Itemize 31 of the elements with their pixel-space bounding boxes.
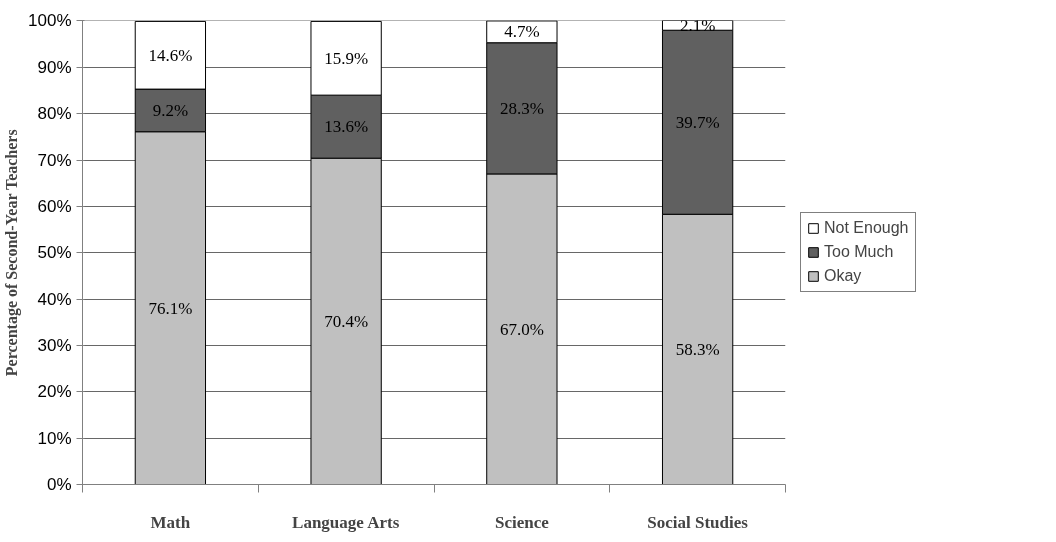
data-label: 76.1%	[148, 298, 193, 318]
legend-label: Okay	[824, 267, 862, 285]
x-tick-label: Language Arts	[292, 512, 400, 532]
y-tick-label: 50%	[37, 243, 72, 263]
data-label: 4.7%	[504, 22, 540, 42]
x-tick-label: Math	[150, 512, 191, 532]
data-label: 14.6%	[148, 45, 193, 65]
y-tick-label: 10%	[37, 428, 72, 448]
y-tick-label: 0%	[46, 475, 72, 494]
y-axis-title: Percentage of Second-Year Teachers	[3, 129, 22, 377]
data-label: 67.0%	[499, 319, 544, 339]
y-tick-label: 60%	[37, 196, 72, 216]
y-tick-label: 30%	[37, 335, 72, 355]
data-label: 2.1%	[679, 15, 716, 35]
y-tick-label: 20%	[37, 382, 72, 402]
legend-label: Not Enough	[824, 219, 909, 237]
y-tick-label: 100%	[28, 11, 72, 31]
x-tick-label: Science	[494, 512, 550, 532]
legend-label: Too Much	[824, 243, 894, 261]
y-tick-label: 80%	[37, 104, 72, 124]
data-label: 58.3%	[675, 339, 720, 359]
data-label: 28.3%	[499, 98, 544, 118]
x-tick-label: Social Studies	[647, 512, 749, 532]
y-tick-label: 40%	[37, 289, 72, 309]
data-label: 70.4%	[324, 311, 369, 331]
data-label: 15.9%	[324, 48, 369, 68]
y-tick-label: 70%	[37, 150, 72, 170]
y-tick-label: 90%	[37, 57, 72, 77]
data-label: 39.7%	[675, 112, 720, 132]
data-label: 13.6%	[324, 117, 369, 137]
data-label: 9.2%	[152, 100, 189, 120]
